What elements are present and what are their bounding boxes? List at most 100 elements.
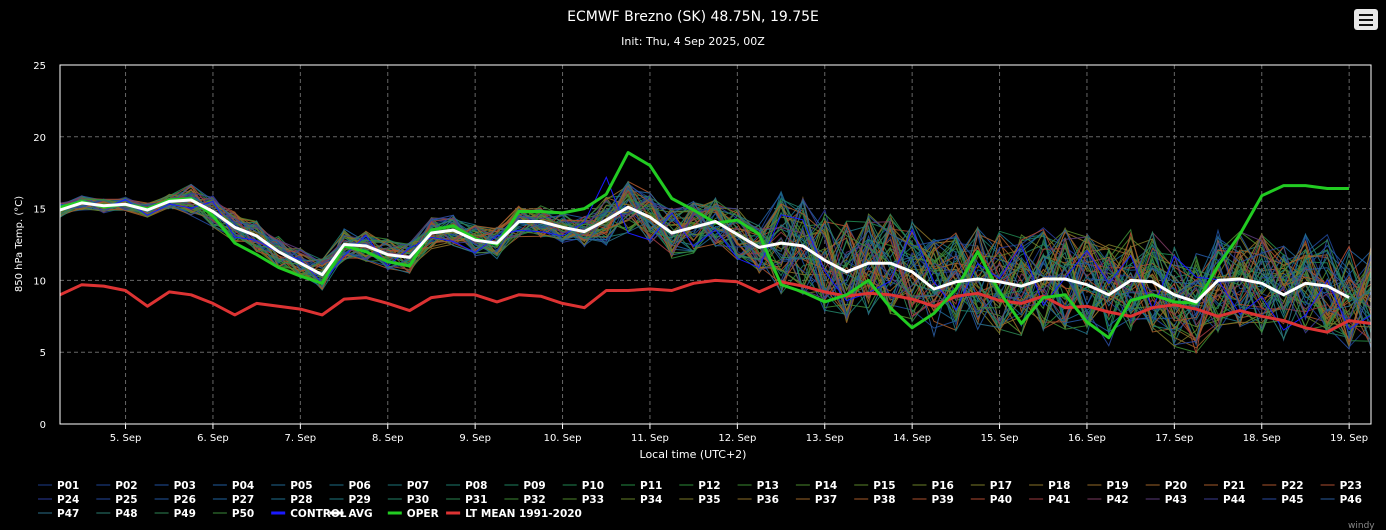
legend-item[interactable]: P08 (446, 480, 487, 492)
legend-label: P49 (174, 508, 196, 520)
legend-label: P28 (290, 494, 312, 506)
legend-label: P03 (174, 480, 196, 492)
legend-item[interactable]: P25 (96, 494, 138, 506)
x-axis-label: Local time (UTC+2) (640, 448, 747, 461)
y-tick-label: 10 (33, 276, 46, 287)
legend-label: P48 (115, 508, 137, 520)
legend-item[interactable]: P19 (1087, 480, 1129, 492)
legend-item[interactable]: P03 (154, 480, 196, 492)
legend-item[interactable]: P42 (1087, 494, 1129, 506)
legend-item[interactable]: P30 (387, 494, 429, 506)
legend-item[interactable]: P04 (212, 480, 254, 492)
legend-item[interactable]: P41 (1029, 494, 1070, 506)
ensemble-member-line (59, 198, 1372, 323)
legend-item[interactable]: P28 (271, 494, 313, 506)
legend-label: P46 (1340, 494, 1362, 506)
legend-item[interactable]: P17 (970, 480, 1012, 492)
legend-label: AVG (349, 508, 373, 520)
legend-item[interactable]: P48 (96, 508, 138, 520)
legend-item[interactable]: P01 (38, 480, 79, 492)
legend-item[interactable]: P43 (1145, 494, 1187, 506)
legend-item[interactable]: P40 (970, 494, 1012, 506)
legend-label: P29 (349, 494, 371, 506)
legend-label: P44 (1223, 494, 1245, 506)
legend-item[interactable]: OPER (387, 508, 439, 520)
legend-item[interactable]: P49 (154, 508, 196, 520)
legend-item[interactable]: P22 (1262, 480, 1304, 492)
legend-item[interactable]: P21 (1204, 480, 1245, 492)
legend-item[interactable]: P26 (154, 494, 196, 506)
legend-item[interactable]: P05 (271, 480, 313, 492)
x-axis-ticks: 5. Sep 6. Sep 7. Sep 8. Sep 9. Sep 10. Sep 11.… (110, 424, 1368, 444)
legend-item[interactable]: P02 (96, 480, 138, 492)
legend-item[interactable]: P07 (387, 480, 429, 492)
lt-mean-line (59, 278, 1372, 334)
menu-bar (1359, 24, 1373, 26)
legend-item[interactable]: P23 (1320, 480, 1362, 492)
legend-item[interactable]: P06 (329, 480, 371, 492)
legend-item[interactable]: P38 (854, 494, 896, 506)
legend-item[interactable]: P35 (679, 494, 721, 506)
hamburger-menu-icon[interactable] (1354, 9, 1378, 30)
legend-item[interactable]: P50 (212, 508, 254, 520)
ensemble-member-line (59, 196, 1372, 338)
legend-item[interactable]: P45 (1262, 494, 1304, 506)
legend-label: P32 (523, 494, 545, 506)
legend-item[interactable]: P14 (795, 480, 837, 492)
legend-item[interactable]: P27 (212, 494, 254, 506)
legend-item[interactable]: P15 (854, 480, 896, 492)
legend-item[interactable]: P24 (38, 494, 79, 506)
legend-item[interactable]: P12 (679, 480, 721, 492)
legend-label: P07 (407, 480, 429, 492)
menu-bar (1359, 19, 1373, 21)
ensemble-member-line (59, 198, 1372, 334)
legend-item[interactable]: P39 (912, 494, 954, 506)
avg-line (59, 198, 1350, 304)
legend-item[interactable]: P44 (1204, 494, 1245, 506)
legend-label: P09 (523, 480, 545, 492)
legend-item[interactable]: P33 (562, 494, 604, 506)
legend-label: P42 (1106, 494, 1128, 506)
chart-title: ECMWF Brezno (SK) 48.75N, 19.75E (567, 9, 819, 25)
legend-label: P02 (115, 480, 137, 492)
legend-item[interactable]: AVG (329, 508, 373, 520)
legend-item[interactable]: P37 (795, 494, 837, 506)
legend-item[interactable]: P31 (446, 494, 487, 506)
legend-item[interactable]: P29 (329, 494, 371, 506)
legend-label: P33 (582, 494, 604, 506)
legend-item[interactable]: LT MEAN 1991-2020 (446, 508, 582, 520)
legend-item[interactable]: P13 (737, 480, 779, 492)
legend-item[interactable]: P32 (504, 494, 546, 506)
legend-label: P14 (815, 480, 837, 492)
legend-label: P05 (290, 480, 312, 492)
legend-item[interactable]: CONTROL (271, 508, 347, 520)
legend-item[interactable]: P36 (737, 494, 779, 506)
x-tick-label: 15. Sep (981, 433, 1019, 444)
legend-item[interactable]: P10 (562, 480, 604, 492)
legend-item[interactable]: P47 (38, 508, 79, 520)
x-tick-label: 9. Sep (459, 433, 491, 444)
legend-item[interactable]: P16 (912, 480, 954, 492)
legend-item[interactable]: P46 (1320, 494, 1362, 506)
main-series (59, 151, 1372, 340)
legend-label: P41 (1048, 494, 1070, 506)
legend-label: P39 (932, 494, 954, 506)
legend-item[interactable]: P18 (1029, 480, 1070, 492)
legend-label: P13 (757, 480, 779, 492)
chart-subtitle: Init: Thu, 4 Sep 2025, 00Z (621, 35, 765, 48)
legend-label: P01 (57, 480, 79, 492)
legend-label: P20 (1165, 480, 1187, 492)
legend-label: P50 (232, 508, 254, 520)
y-tick-label: 15 (33, 205, 46, 216)
legend-label: P16 (932, 480, 954, 492)
x-tick-label: 16. Sep (1068, 433, 1106, 444)
legend-item[interactable]: P34 (621, 494, 662, 506)
legend-label: P40 (990, 494, 1012, 506)
legend-item[interactable]: P11 (621, 480, 662, 492)
legend-label: P06 (349, 480, 371, 492)
legend-item[interactable]: P20 (1145, 480, 1187, 492)
legend-label: P31 (465, 494, 487, 506)
legend-label: P34 (640, 494, 662, 506)
legend-item[interactable]: P09 (504, 480, 546, 492)
menu-bar (1359, 14, 1373, 16)
